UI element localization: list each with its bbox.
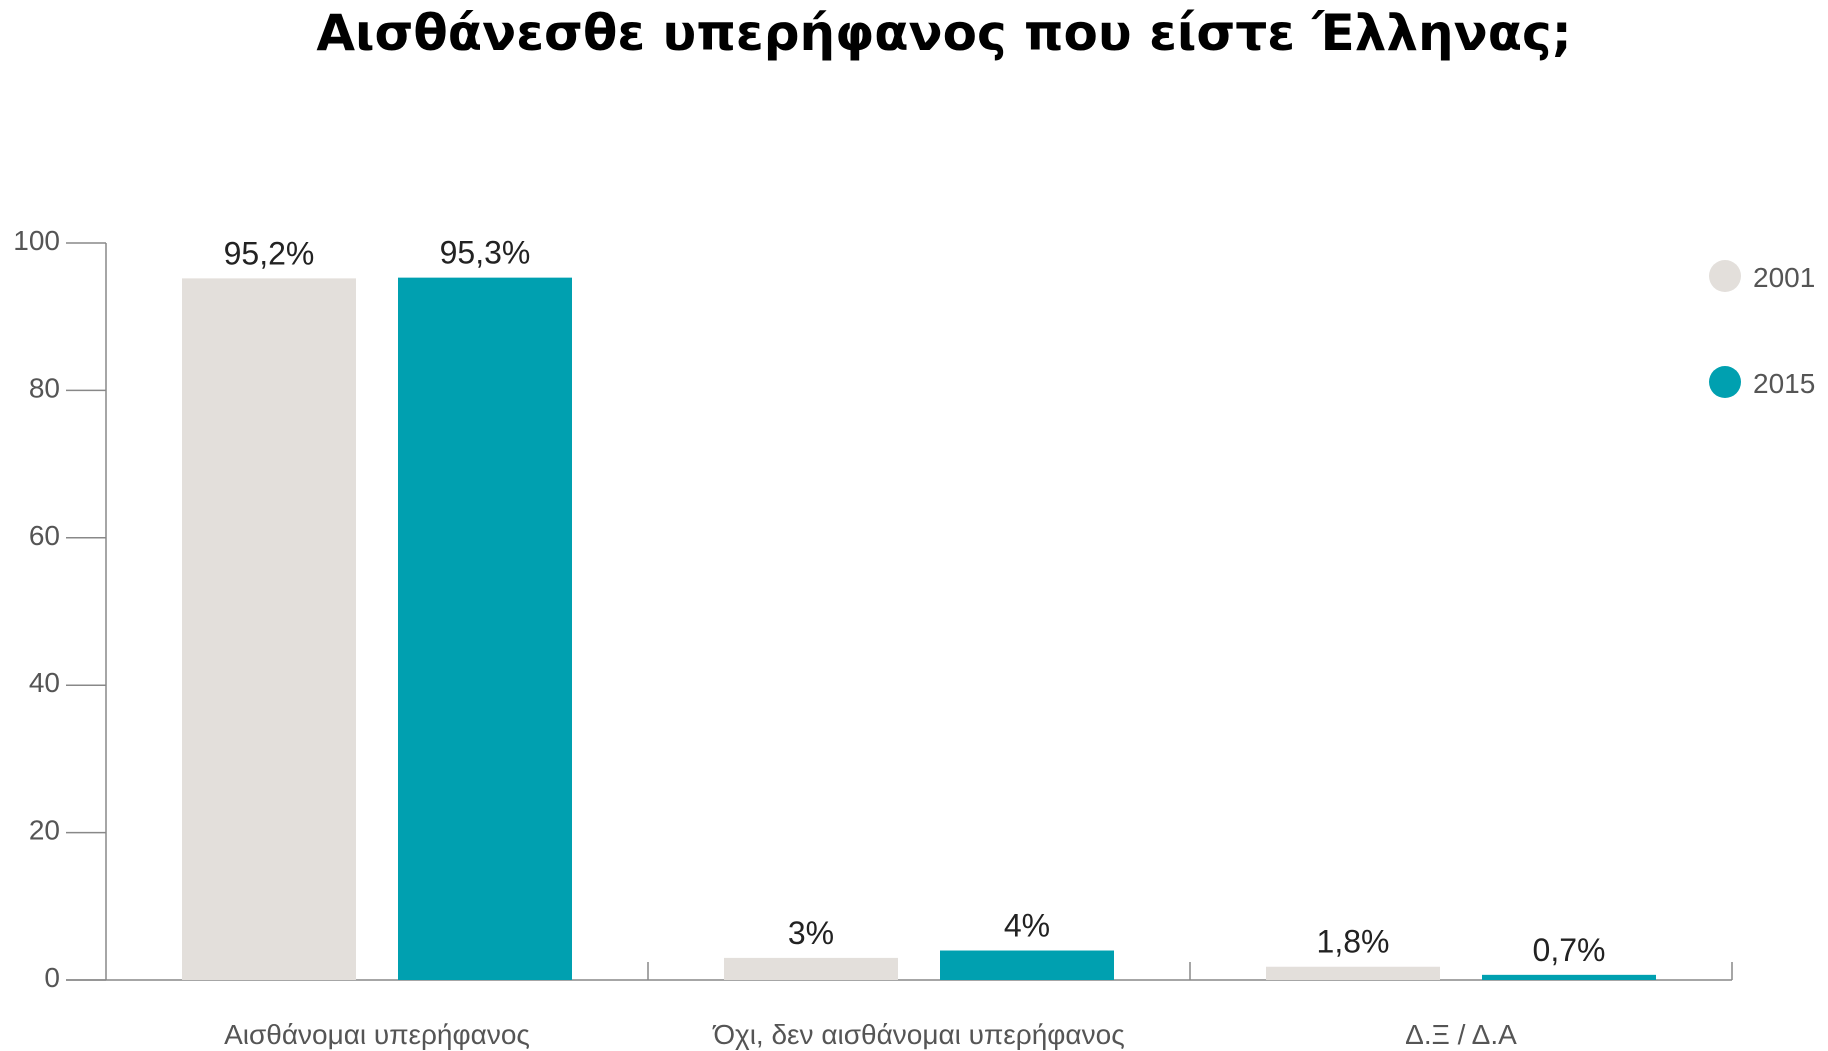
y-tick-label: 40 [29,667,60,698]
legend-label: 2015 [1753,368,1815,399]
bar-2015 [940,950,1114,980]
category-label: Όχι, δεν αισθάνομαι υπερήφανος [712,1019,1124,1050]
category-label: Δ.Ξ / Δ.Α [1405,1019,1517,1050]
bar-2001 [1266,966,1440,980]
bar-2001 [182,278,356,981]
y-tick-label: 60 [29,520,60,551]
category-label: Αισθάνομαι υπερήφανος [224,1019,530,1050]
y-tick-label: 80 [29,372,60,403]
bars: 95,2% 3% 1,8% 95,3% 4% 0,7% [182,235,1656,981]
data-label: 3% [788,915,834,951]
data-label: 95,3% [440,235,531,271]
legend-swatch-2001 [1709,260,1741,292]
chart-title: Αισθάνεσθε υπερήφανος που είστε Έλληνας; [316,4,1571,62]
data-label: 0,7% [1533,932,1606,968]
legend-label: 2001 [1753,262,1815,293]
bar-2015 [398,277,572,980]
data-label: 95,2% [224,235,315,271]
data-label: 4% [1004,908,1050,944]
bar-2015 [1482,974,1656,980]
legend-swatch-2015 [1709,366,1741,398]
data-label: 1,8% [1317,924,1390,960]
y-tick-label: 20 [29,815,60,846]
y-tick-label: 100 [13,225,60,256]
y-tick-label: 0 [44,962,60,993]
legend: 2001 2015 [1709,260,1815,399]
bar-2001 [724,957,898,980]
axes: 0 20 40 60 80 100 Αισθάνομαι υπερήφανος Όχι, δε… [13,225,1733,1050]
